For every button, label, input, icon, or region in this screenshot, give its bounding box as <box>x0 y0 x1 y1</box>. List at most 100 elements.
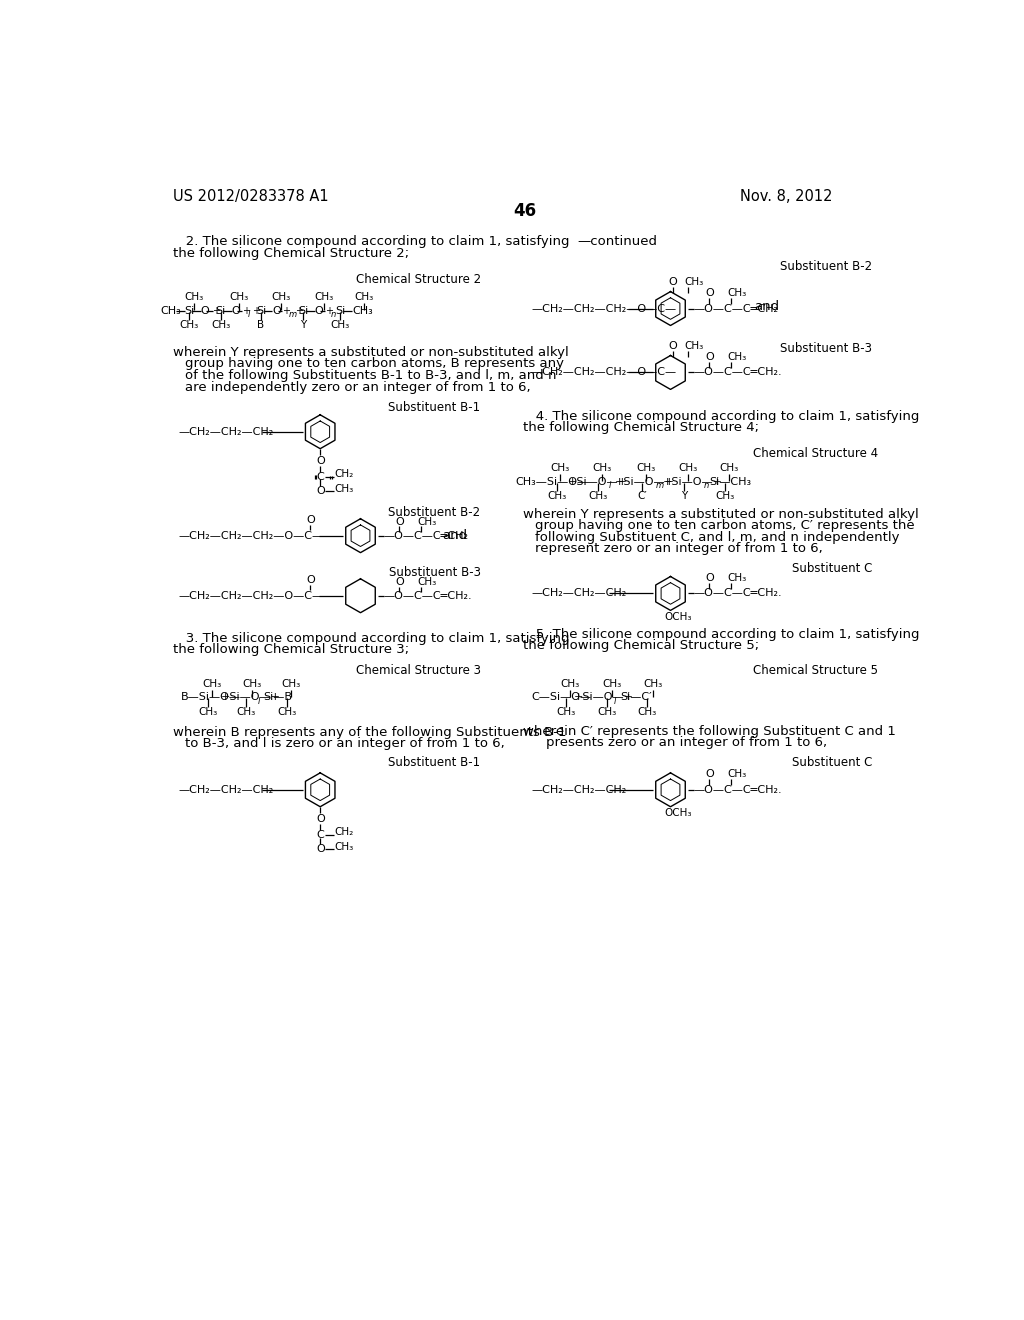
Text: CH₃: CH₃ <box>593 463 612 473</box>
Text: —CH₂—CH₂—CH₂—O—C—: —CH₂—CH₂—CH₂—O—C— <box>178 591 324 601</box>
Text: O: O <box>272 306 281 315</box>
Text: CH₃: CH₃ <box>589 491 608 502</box>
Text: Substituent C: Substituent C <box>792 756 872 770</box>
Text: B—Si—O—: B—Si—O— <box>180 693 241 702</box>
Text: the following Chemical Structure 2;: the following Chemical Structure 2; <box>173 247 409 260</box>
Text: Y: Y <box>681 491 687 502</box>
Text: Chemical Structure 4: Chemical Structure 4 <box>753 446 879 459</box>
Text: C: C <box>316 473 324 482</box>
Text: CH₃: CH₃ <box>243 678 261 689</box>
Text: to B-3, and l is zero or an integer of from 1 to 6,: to B-3, and l is zero or an integer of f… <box>184 737 505 750</box>
Text: CH₃: CH₃ <box>417 577 436 587</box>
Text: CH₃: CH₃ <box>271 292 291 302</box>
Text: CH₃: CH₃ <box>334 483 353 494</box>
Text: —CH₂—CH₂—CH₂—O—C—: —CH₂—CH₂—CH₂—O—C— <box>178 531 324 541</box>
Text: Substituent B-3: Substituent B-3 <box>780 342 872 355</box>
Text: CH₃: CH₃ <box>202 678 221 689</box>
Text: —CH₂—CH₂—CH₂—O—C—: —CH₂—CH₂—CH₂—O—C— <box>531 304 676 314</box>
Text: +Si—O—+: +Si—O—+ <box>614 477 675 487</box>
Text: —CH₂—CH₂—CH₂—O—C—: —CH₂—CH₂—CH₂—O—C— <box>531 367 676 378</box>
Text: +Si—O—+: +Si—O—+ <box>663 477 723 487</box>
Text: CH₃: CH₃ <box>727 573 746 583</box>
Text: and: and <box>442 529 468 543</box>
Text: l: l <box>608 482 611 490</box>
Text: O: O <box>316 486 325 496</box>
Text: CH₃: CH₃ <box>727 770 746 779</box>
Text: O: O <box>316 455 325 466</box>
Text: —CH₂—CH₂—CH₂—: —CH₂—CH₂—CH₂— <box>178 785 285 795</box>
Text: O: O <box>306 515 315 525</box>
Text: —O—C—C═CH₂: —O—C—C═CH₂ <box>693 304 778 314</box>
Text: +Si—O—+: +Si—O—+ <box>221 693 281 702</box>
Text: CH₃: CH₃ <box>715 491 734 502</box>
Text: n: n <box>703 482 709 490</box>
Text: 2. The silicone compound according to claim 1, satisfying: 2. The silicone compound according to cl… <box>173 235 569 248</box>
Text: —CH₂—CH₂—CH₂—: —CH₂—CH₂—CH₂— <box>531 589 637 598</box>
Text: CH₂: CH₂ <box>334 469 353 479</box>
Text: C′: C′ <box>637 491 647 502</box>
Text: O: O <box>669 277 677 286</box>
Text: CH₃: CH₃ <box>597 708 616 717</box>
Text: CH₃: CH₃ <box>603 678 622 689</box>
Text: CH₃: CH₃ <box>727 288 746 298</box>
Text: CH₃: CH₃ <box>184 292 204 302</box>
Text: +: + <box>295 306 303 315</box>
Text: —O—C—C═CH₂.: —O—C—C═CH₂. <box>693 367 782 378</box>
Text: O: O <box>316 843 325 854</box>
Text: B: B <box>257 321 264 330</box>
Text: CH₃: CH₃ <box>551 463 570 473</box>
Text: +: + <box>252 306 260 315</box>
Text: represent zero or an integer of from 1 to 6,: represent zero or an integer of from 1 t… <box>535 543 822 556</box>
Text: group having one to ten carbon atoms, C′ represents the: group having one to ten carbon atoms, C′… <box>535 519 914 532</box>
Text: Si: Si <box>299 306 309 315</box>
Text: CH₃: CH₃ <box>556 708 575 717</box>
Text: Substituent B-1: Substituent B-1 <box>388 400 480 413</box>
Text: Si—B: Si—B <box>263 693 293 702</box>
Text: CH₃: CH₃ <box>547 491 566 502</box>
Text: l: l <box>258 697 260 706</box>
Text: +: + <box>283 306 290 315</box>
Text: CH₃: CH₃ <box>211 321 230 330</box>
Text: O: O <box>316 814 325 824</box>
Text: —O—C—C═CH₂.: —O—C—C═CH₂. <box>693 785 782 795</box>
Text: are independently zero or an integer of from 1 to 6,: are independently zero or an integer of … <box>184 380 530 393</box>
Text: O: O <box>706 352 714 362</box>
Text: O: O <box>395 577 404 587</box>
Text: wherein Y represents a substituted or non-substituted alkyl: wherein Y represents a substituted or no… <box>173 346 568 359</box>
Text: CH₃: CH₃ <box>237 708 255 717</box>
Text: wherein Y represents a substituted or non-substituted alkyl: wherein Y represents a substituted or no… <box>523 508 919 520</box>
Text: Si—CH₃: Si—CH₃ <box>710 477 752 487</box>
Text: Substituent B-1: Substituent B-1 <box>388 756 480 770</box>
Text: Si—C′: Si—C′ <box>621 693 651 702</box>
Text: OCH₃: OCH₃ <box>665 611 692 622</box>
Text: —CH₂—CH₂—CH₂—: —CH₂—CH₂—CH₂— <box>178 426 285 437</box>
Text: CH₃: CH₃ <box>684 341 703 351</box>
Text: the following Chemical Structure 4;: the following Chemical Structure 4; <box>523 421 759 434</box>
Text: CH₃: CH₃ <box>678 463 697 473</box>
Text: m: m <box>655 482 664 490</box>
Text: n: n <box>331 310 336 319</box>
Text: Si: Si <box>216 306 226 315</box>
Text: US 2012/0283378 A1: US 2012/0283378 A1 <box>173 189 329 205</box>
Text: O: O <box>395 517 404 527</box>
Text: CH₃: CH₃ <box>199 708 217 717</box>
Text: O: O <box>706 573 714 583</box>
Text: O: O <box>306 576 315 585</box>
Text: —continued: —continued <box>578 235 657 248</box>
Text: Y: Y <box>300 321 306 330</box>
Text: the following Chemical Structure 3;: the following Chemical Structure 3; <box>173 643 409 656</box>
Text: CH₃: CH₃ <box>161 306 181 315</box>
Text: CH₃: CH₃ <box>354 292 374 302</box>
Text: C—Si—O—: C—Si—O— <box>531 693 591 702</box>
Text: Si: Si <box>184 306 195 315</box>
Text: —O—C—C═CH₂: —O—C—C═CH₂ <box>384 531 469 541</box>
Text: the following Chemical Structure 5;: the following Chemical Structure 5; <box>523 639 760 652</box>
Text: CH₃: CH₃ <box>644 678 664 689</box>
Text: CH₃: CH₃ <box>179 321 199 330</box>
Text: group having one to ten carbon atoms, B represents any: group having one to ten carbon atoms, B … <box>184 358 563 371</box>
Text: l: l <box>614 697 616 706</box>
Text: CH₃: CH₃ <box>278 708 297 717</box>
Text: of the following Substituents B-1 to B-3, and l, m, and n: of the following Substituents B-1 to B-3… <box>184 370 556 381</box>
Text: CH₃: CH₃ <box>560 678 580 689</box>
Text: +: + <box>325 306 333 315</box>
